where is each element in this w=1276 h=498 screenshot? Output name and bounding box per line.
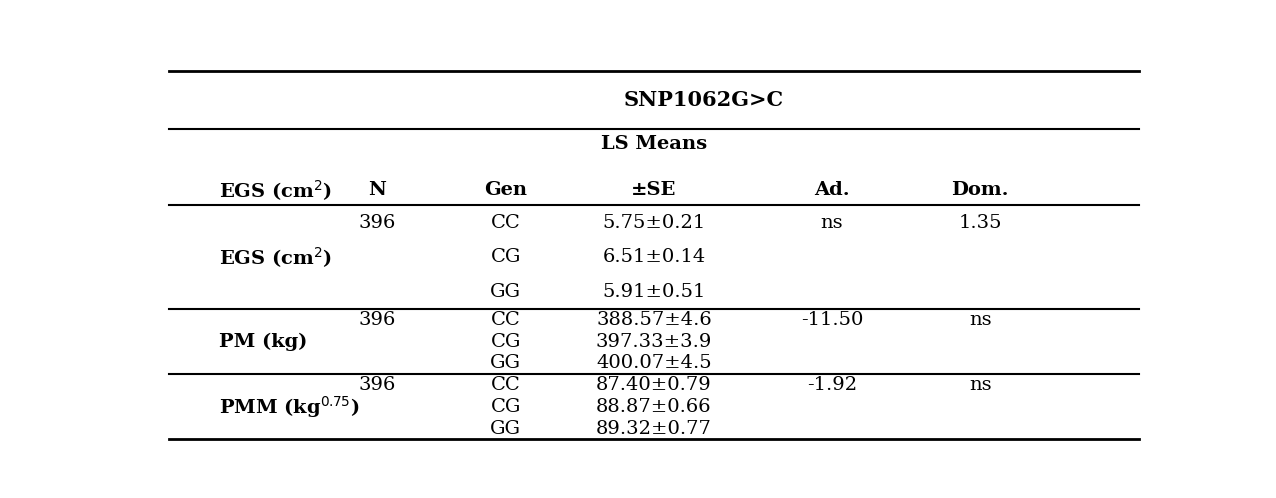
Text: 397.33±3.9: 397.33±3.9	[596, 333, 712, 351]
Text: PM (kg): PM (kg)	[219, 333, 308, 351]
Text: EGS (cm$^2$): EGS (cm$^2$)	[219, 245, 332, 269]
Text: 396: 396	[359, 214, 396, 232]
Text: 400.07±4.5: 400.07±4.5	[596, 355, 712, 373]
Text: EGS (cm$^2$): EGS (cm$^2$)	[219, 178, 332, 203]
Text: -11.50: -11.50	[801, 311, 863, 329]
Text: CG: CG	[490, 333, 521, 351]
Text: CC: CC	[491, 311, 521, 329]
Text: 89.32±0.77: 89.32±0.77	[596, 419, 712, 438]
Text: CC: CC	[491, 376, 521, 394]
Text: PMM (kg$^{0.75}$): PMM (kg$^{0.75}$)	[219, 394, 359, 420]
Text: Dom.: Dom.	[952, 181, 1009, 199]
Text: 1.35: 1.35	[958, 214, 1002, 232]
Text: GG: GG	[490, 355, 521, 373]
Text: 388.57±4.6: 388.57±4.6	[596, 311, 712, 329]
Text: ns: ns	[820, 214, 843, 232]
Text: 396: 396	[359, 376, 396, 394]
Text: N: N	[367, 181, 387, 199]
Text: 88.87±0.66: 88.87±0.66	[596, 398, 712, 416]
Text: 5.91±0.51: 5.91±0.51	[602, 283, 706, 301]
Text: Ad.: Ad.	[814, 181, 850, 199]
Text: CG: CG	[490, 398, 521, 416]
Text: -1.92: -1.92	[806, 376, 857, 394]
Text: 87.40±0.79: 87.40±0.79	[596, 376, 712, 394]
Text: GG: GG	[490, 283, 521, 301]
Text: Gen: Gen	[484, 181, 527, 199]
Text: 396: 396	[359, 311, 396, 329]
Text: SNP1062G>C: SNP1062G>C	[624, 90, 783, 110]
Text: CC: CC	[491, 214, 521, 232]
Text: ±SE: ±SE	[632, 181, 676, 199]
Text: 6.51±0.14: 6.51±0.14	[602, 248, 706, 266]
Text: ns: ns	[968, 311, 991, 329]
Text: CG: CG	[490, 248, 521, 266]
Text: 5.75±0.21: 5.75±0.21	[602, 214, 706, 232]
Text: GG: GG	[490, 419, 521, 438]
Text: ns: ns	[968, 376, 991, 394]
Text: LS Means: LS Means	[601, 135, 707, 153]
